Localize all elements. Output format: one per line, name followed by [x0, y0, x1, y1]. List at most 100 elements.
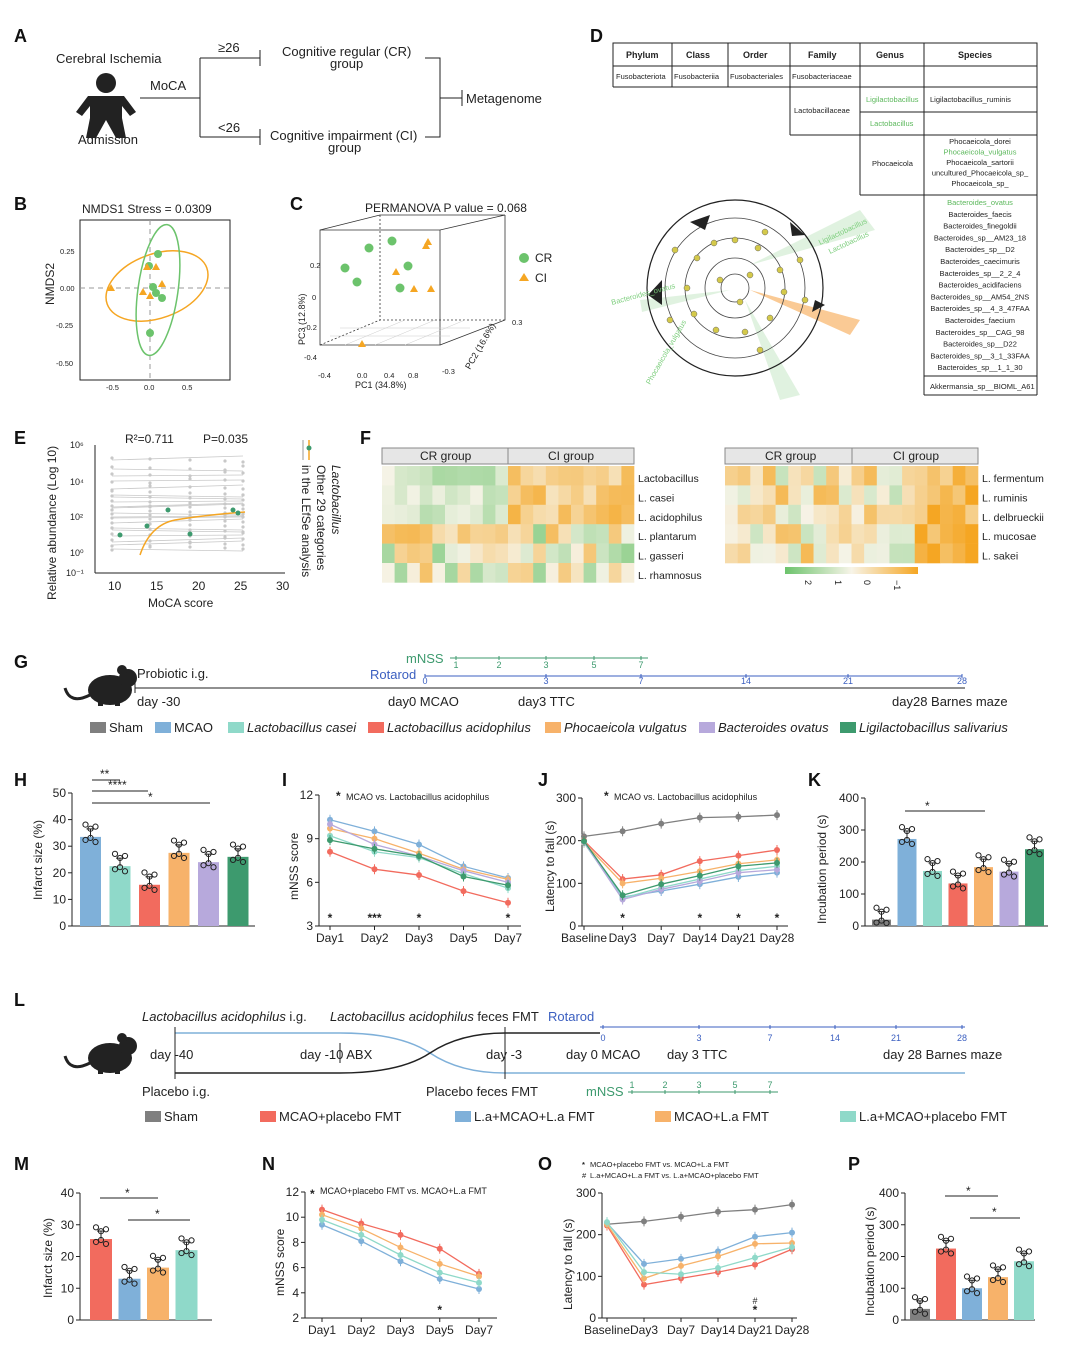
- data-point: [210, 864, 217, 871]
- xtick-label: Day5: [426, 1323, 454, 1337]
- legend-swatch: [699, 722, 715, 733]
- data-point: [934, 858, 941, 865]
- series-point: [678, 1213, 684, 1220]
- other-category-line: [111, 529, 244, 533]
- series-point: [658, 820, 665, 827]
- heatmap-cell: [902, 504, 916, 525]
- cohort-label: Cerebral Ischemia: [56, 51, 162, 66]
- data-point: [102, 1240, 110, 1248]
- pca-points: [340, 236, 435, 347]
- other-category-line: [111, 474, 244, 477]
- svg-text:Lactobacillus acidophilus i.g.: Lactobacillus acidophilus i.g.: [142, 1009, 307, 1024]
- xtick-label: Day21: [721, 931, 756, 945]
- heatmap-cell: [432, 504, 446, 525]
- data-point: [1036, 851, 1043, 858]
- data-point: [908, 826, 916, 833]
- heatmap-cell: [737, 485, 751, 506]
- o-legend2: L.a+MCAO+L.a FMT vs. L.a+MCAO+placebo FM…: [590, 1171, 759, 1180]
- legend-swatch: [455, 1111, 471, 1122]
- ytick: 0.00: [60, 284, 75, 293]
- legend-label: L.a+MCAO+L.a FMT: [474, 1109, 595, 1124]
- data-point: [973, 1275, 981, 1282]
- data-point: [229, 856, 237, 864]
- heatmap-cell: [902, 466, 916, 486]
- data-point: [146, 873, 153, 880]
- heatmap-cell: [520, 485, 534, 506]
- data-point: [959, 870, 967, 877]
- series-point: [774, 812, 780, 819]
- series-point: [319, 1216, 325, 1223]
- bar: [1025, 849, 1044, 926]
- heatmap-cell: [457, 543, 471, 564]
- legend-other2: in the LEfSe analysis: [299, 465, 313, 577]
- xtick-label: Day14: [701, 1323, 736, 1337]
- permanova-title: PERMANOVA P value = 0.068: [365, 201, 527, 215]
- bar: [999, 871, 1019, 926]
- series-point: [752, 1233, 758, 1240]
- other-category-point: [241, 525, 245, 529]
- heatmap-cell: [558, 504, 572, 525]
- other-category-point: [110, 548, 114, 552]
- mnss-label: mNSS: [406, 651, 444, 666]
- heatmap-cell: [382, 466, 395, 486]
- series-point: [436, 1269, 443, 1276]
- series-point: [678, 1262, 684, 1269]
- heatmap-cell: [965, 504, 979, 525]
- heatmap-cell: [558, 466, 572, 486]
- data-point: [111, 850, 119, 857]
- heatmap-cell: [545, 485, 559, 506]
- data-point: [92, 838, 99, 846]
- heatmap-cell: [432, 543, 446, 564]
- p-label: P=0.035: [203, 432, 248, 446]
- heatmap-cell: [864, 504, 878, 525]
- other-category-point: [223, 486, 227, 490]
- heatmap-cell: [583, 543, 597, 564]
- series-point: [416, 853, 422, 860]
- series-line: [606, 1223, 793, 1280]
- heatmap-left-rows: Lactobacillus L. casei L. acidophilus L. pl…: [638, 473, 702, 582]
- ytick-label: 300: [839, 823, 859, 837]
- sig-marker: *: [155, 1207, 160, 1221]
- heatmap-cell: [775, 466, 789, 486]
- heatmap-cell: [608, 504, 622, 525]
- rotarod-tick-label: 28: [957, 676, 967, 686]
- series-point: [678, 1255, 684, 1262]
- m-ylabel: Infarct size (%): [41, 1218, 55, 1298]
- ytick-label: 6: [306, 875, 313, 889]
- bar: [227, 856, 249, 926]
- panel-a-label: A: [14, 26, 27, 46]
- legend-swatch: [228, 722, 244, 733]
- xtick-label: Day28: [775, 1323, 810, 1337]
- data-point: [102, 1226, 110, 1233]
- mnss-tick-label: 1: [453, 660, 458, 670]
- heatmap-cell: [838, 485, 852, 506]
- series-point: [658, 875, 665, 882]
- ytick-label: 100: [839, 887, 859, 901]
- heatmap-cell: [826, 543, 840, 564]
- data-point: [994, 1266, 1002, 1273]
- other-category-point: [188, 491, 192, 495]
- data-point: [937, 1233, 945, 1240]
- other-category-point: [223, 536, 227, 540]
- sig-star: *: [697, 911, 702, 925]
- placebo-ig-label: Placebo i.g.: [142, 1084, 210, 1099]
- other-category-point: [223, 546, 227, 550]
- heatmap-cell: [952, 485, 966, 506]
- threshold-low: <26: [218, 120, 240, 135]
- other-category-point: [148, 513, 152, 517]
- other-category-point: [223, 478, 227, 482]
- other-category-point: [223, 514, 227, 518]
- other-category-point: [241, 507, 245, 511]
- heatmap-cell: [750, 485, 764, 506]
- akk-species-cell: Akkermansia_sp__BIOML_A61: [930, 382, 1035, 391]
- legend-lacto: Lactobacillus: [329, 465, 343, 534]
- heatmap-cell: [762, 485, 776, 506]
- heatmap-cell: [482, 466, 496, 486]
- other-category-point: [241, 547, 245, 551]
- data-point: [170, 852, 178, 860]
- data-point: [159, 1269, 167, 1276]
- series-point: [641, 1218, 647, 1225]
- ytick: -0.4: [304, 353, 317, 362]
- heatmap-cell: [394, 466, 408, 486]
- rotarod-tick-label: 0: [422, 676, 427, 686]
